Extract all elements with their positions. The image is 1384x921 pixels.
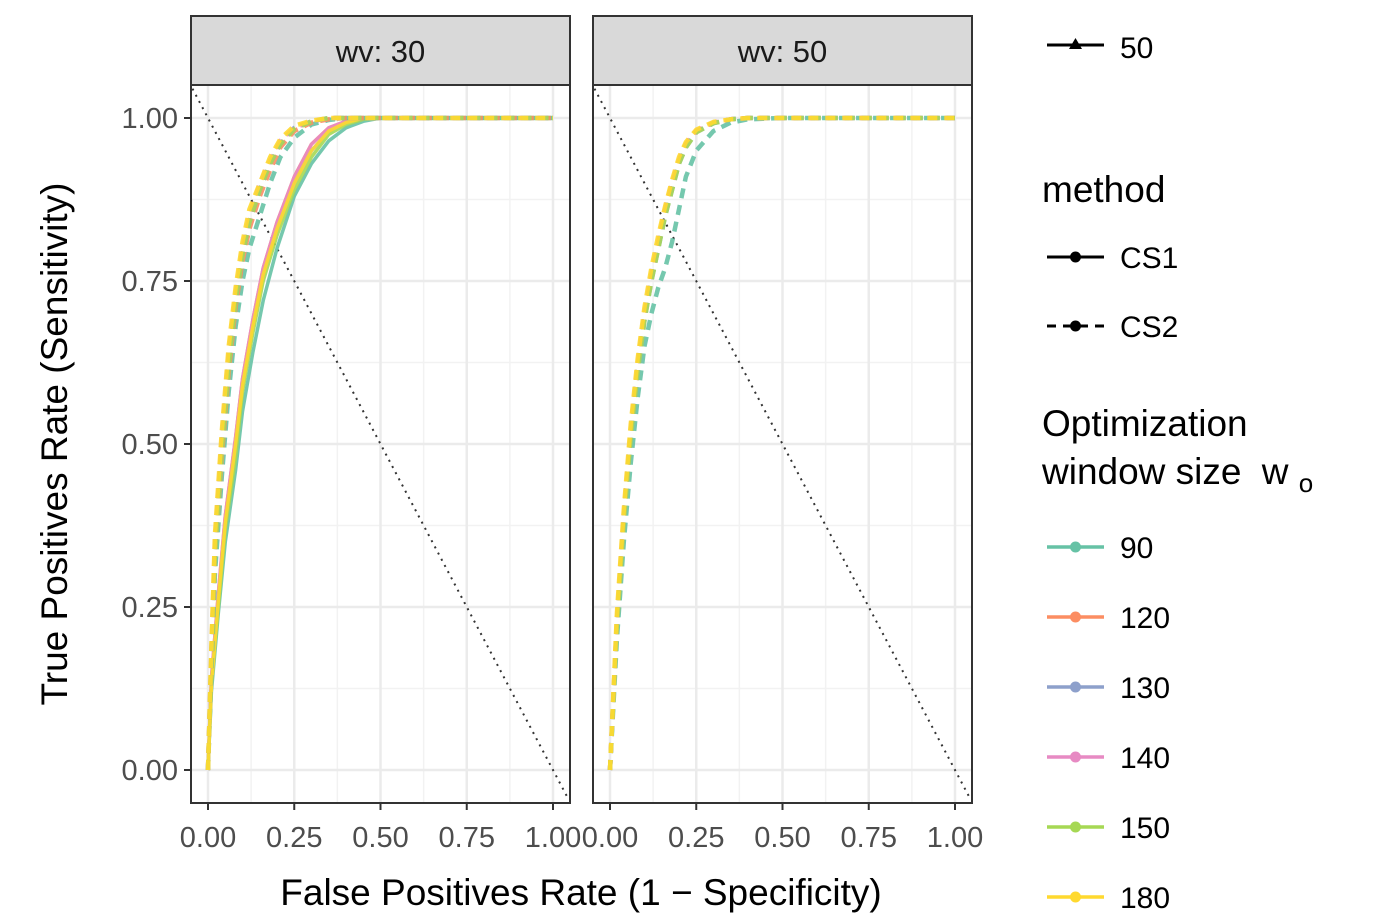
legend-window-title-symbol: w xyxy=(1261,451,1289,492)
x-tick-label: 0.25 xyxy=(668,822,724,854)
x-tick-label: 0.00 xyxy=(582,822,638,854)
legend-window-dot-icon xyxy=(1070,821,1081,833)
grid-1 xyxy=(191,85,570,803)
grid-2 xyxy=(593,85,972,803)
legend-window-title-text: window size xyxy=(1041,451,1241,492)
legend-window-130: 130 xyxy=(1047,672,1170,705)
legend-shape-key: 50 xyxy=(1047,32,1153,65)
legend-window-label: 130 xyxy=(1120,672,1170,705)
panel-strip-1 xyxy=(190,15,571,86)
y-tick-label: 0.50 xyxy=(122,429,178,461)
x-tick-label: 1.00 xyxy=(927,822,983,854)
legend-window-150: 150 xyxy=(1047,812,1170,845)
y-tick-label: 1.00 xyxy=(122,103,178,135)
x-tick-label: 0.75 xyxy=(439,822,495,854)
legend-shape-label: 50 xyxy=(1120,32,1153,65)
legend-method-cs1: CS1 xyxy=(1047,242,1178,275)
x-tick-label: 0.50 xyxy=(352,822,408,854)
legend-window-dot-icon xyxy=(1070,751,1081,763)
legend-window-dot-icon xyxy=(1070,681,1081,693)
legend-window-140: 140 xyxy=(1047,742,1170,775)
legend-cs1-label: CS1 xyxy=(1120,242,1178,275)
roc-line-cs2-w150 xyxy=(205,115,553,771)
legend-window-label: 120 xyxy=(1120,602,1170,635)
x-tick-label: 0.25 xyxy=(266,822,322,854)
legend-method-cs2: CS2 xyxy=(1047,311,1178,344)
x-ticks-2: 0.00 0.25 0.50 0.75 1.00 xyxy=(582,803,983,854)
legend-window-180: 180 xyxy=(1047,882,1170,915)
legend-window-dot-icon xyxy=(1070,611,1081,623)
roc-line-cs2-w180 xyxy=(607,115,955,771)
legend-window-label: 180 xyxy=(1120,882,1170,915)
legend-window-title-line2: window size w o xyxy=(1041,451,1313,498)
legend-window-label: 150 xyxy=(1120,812,1170,845)
x-ticks-1: 0.00 0.25 0.50 0.75 1.00 xyxy=(180,803,581,854)
y-tick-label: 0.75 xyxy=(122,266,178,298)
x-tick-label: 0.75 xyxy=(841,822,897,854)
x-tick-label: 1.00 xyxy=(525,822,581,854)
series-group-1 xyxy=(205,115,553,771)
x-axis-label: False Positives Rate (1 − Specificity) xyxy=(280,872,881,913)
roc-line-cs2-w150 xyxy=(607,115,955,771)
y-ticks: 0.00 0.25 0.50 0.75 1.00 xyxy=(122,103,191,787)
legend-cs2-dot-icon xyxy=(1070,320,1081,332)
panel-strip-2 xyxy=(592,15,973,86)
roc-line-cs2-w180 xyxy=(205,115,553,771)
legend-window-90: 90 xyxy=(1047,532,1153,565)
reference-diagonal-2 xyxy=(593,88,972,800)
legend-window-title-subscript: o xyxy=(1299,468,1313,498)
legend-window-label: 90 xyxy=(1120,532,1153,565)
legend-triangle-icon xyxy=(1069,38,1082,49)
panel-wv50: wv: 50 0.00 0.25 0.50 0.75 1.00 xyxy=(582,15,983,854)
legend-window-label: 140 xyxy=(1120,742,1170,775)
panel-wv30: wv: 30 0.00 0.25 0.50 0.75 1.00 xyxy=(180,15,581,854)
x-tick-label: 0.00 xyxy=(180,822,236,854)
legend-window-items: 90 120 130 140 150 180 xyxy=(1047,532,1170,915)
legend-window-120: 120 xyxy=(1047,602,1170,635)
legend-cs1-dot-icon xyxy=(1070,251,1081,263)
legend-method-title: method xyxy=(1042,169,1165,210)
y-axis-label: True Positives Rate (Sensitivity) xyxy=(34,183,75,706)
panel-title-2: wv: 50 xyxy=(737,34,828,69)
legend-window-dot-icon xyxy=(1070,891,1081,903)
legend: 50 method CS1 CS2 Optimization window si… xyxy=(1041,32,1313,915)
series-group-2 xyxy=(607,115,955,771)
y-tick-label: 0.25 xyxy=(122,592,178,624)
x-tick-label: 0.50 xyxy=(754,822,810,854)
legend-cs2-label: CS2 xyxy=(1120,311,1178,344)
legend-window-title-line1: Optimization xyxy=(1042,403,1248,444)
panel-title-1: wv: 30 xyxy=(335,34,426,69)
y-tick-label: 0.00 xyxy=(122,755,178,787)
legend-window-dot-icon xyxy=(1070,541,1081,553)
